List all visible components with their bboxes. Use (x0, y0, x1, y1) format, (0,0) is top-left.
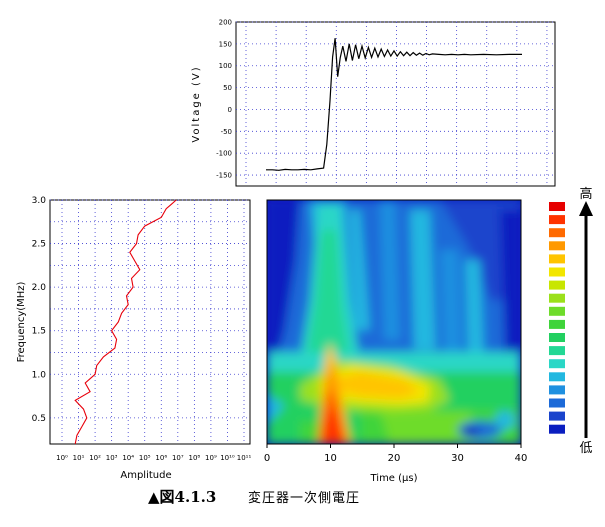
time-axis-label: Time (μs) (369, 473, 417, 484)
amplitude-tick-label: 10² (89, 454, 101, 462)
amplitude-tick-label: 10⁸ (189, 454, 201, 462)
voltage-grid (236, 21, 555, 186)
amplitude-tick-label: 10⁰ (56, 454, 68, 462)
figure-caption: 変圧器一次側電圧 (248, 490, 360, 506)
colorbar-swatch (549, 398, 565, 408)
voltage-tick-label: -150 (216, 172, 232, 180)
amplitude-tick-label: 10⁶ (155, 454, 167, 462)
colorbar-swatch (549, 215, 565, 225)
amplitude-tick-label: 10³ (106, 454, 118, 462)
time-frequency-heatmap: 0 10 20 30 40 Time (μs) (264, 199, 528, 484)
voltage-tick-label: 200 (219, 19, 232, 27)
frequency-tick-label: 0.5 (32, 414, 46, 424)
amplitude-axis-label: Amplitude (120, 470, 171, 481)
heatmap-x-ticks: 0 10 20 30 40 (264, 444, 528, 464)
colorbar-swatch (549, 333, 565, 342)
colorbar-swatch (549, 424, 565, 434)
voltage-series-line (266, 38, 522, 171)
voltage-tick-label: -50 (221, 128, 232, 136)
colorbar-swatch (549, 319, 565, 329)
colorbar-swatch (549, 293, 565, 303)
heatmap-contours (267, 200, 521, 444)
frequency-tick-label: 1.0 (32, 370, 47, 380)
colorbar-swatch (549, 280, 565, 290)
time-tick-label: 10 (324, 453, 337, 464)
arrow-up-icon (579, 201, 593, 216)
amplitude-tick-label: 10⁹ (205, 454, 217, 462)
voltage-tick-label: 150 (219, 40, 232, 48)
voltage-chart: 200 150 100 50 0 -50 -100 -150 Voltage (V) (191, 19, 556, 187)
amplitude-tick-label: 10¹¹ (237, 454, 252, 462)
voltage-tick-label: 50 (223, 84, 232, 92)
frequency-tick-label: 3.0 (32, 196, 47, 206)
amplitude-tick-label: 10⁵ (139, 454, 151, 462)
colorbar (549, 202, 565, 434)
voltage-tick-label: 0 (228, 106, 232, 114)
colorbar-swatch (549, 202, 565, 211)
voltage-tick-labels: 200 150 100 50 0 -50 -100 -150 (216, 19, 232, 180)
colorbar-swatch (549, 385, 565, 395)
colorbar-swatch (549, 411, 565, 421)
voltage-tick-label: 100 (219, 62, 232, 70)
voltage-plot-frame (235, 21, 556, 187)
time-tick-label: 30 (451, 453, 464, 464)
spectrum-chart: 3.0 2.5 2.0 1.5 1.0 0.5 10⁰ 10¹ 10² 10³ 10⁴ 10⁵ 10⁶ 1… (16, 196, 251, 481)
voltage-axis-label: Voltage (V) (191, 65, 202, 142)
amplitude-tick-label: 10¹⁰ (220, 454, 235, 462)
amplitude-tick-label: 10¹ (73, 454, 85, 462)
colorbar-swatch (549, 267, 565, 277)
spectrum-series-line (74, 199, 177, 445)
voltage-tick-label: -100 (216, 150, 232, 158)
colorbar-swatch (549, 346, 565, 356)
spectrum-plot-frame (49, 199, 251, 445)
colorbar-swatch (549, 254, 565, 264)
amplitude-tick-label: 10⁷ (172, 454, 184, 462)
figure-number: ▲図4.1.3 (148, 488, 216, 506)
spectrum-grid (50, 199, 250, 444)
frequency-axis-label: Frequency(MHz) (16, 281, 27, 362)
time-tick-label: 40 (515, 453, 528, 464)
colorbar-swatch (549, 372, 565, 382)
frequency-tick-label: 1.5 (32, 327, 46, 337)
colorbar-swatch (549, 241, 565, 251)
time-tick-label: 0 (264, 453, 270, 464)
colorbar-swatch (549, 228, 565, 238)
colorbar-swatch (549, 359, 565, 369)
frequency-tick-label: 2.5 (32, 240, 46, 250)
colorbar-arrow (579, 201, 593, 438)
time-tick-label: 20 (388, 453, 401, 464)
amplitude-tick-label: 10⁴ (122, 454, 134, 462)
colorbar-high-label: 高 (579, 186, 592, 202)
spectrum-tick-labels: 3.0 2.5 2.0 1.5 1.0 0.5 10⁰ 10¹ 10² 10³ 10⁴ 10⁵ 10⁶ 1… (32, 196, 252, 462)
frequency-tick-label: 2.0 (32, 283, 47, 293)
colorbar-low-label: 低 (579, 441, 592, 456)
colorbar-swatch (549, 306, 565, 316)
